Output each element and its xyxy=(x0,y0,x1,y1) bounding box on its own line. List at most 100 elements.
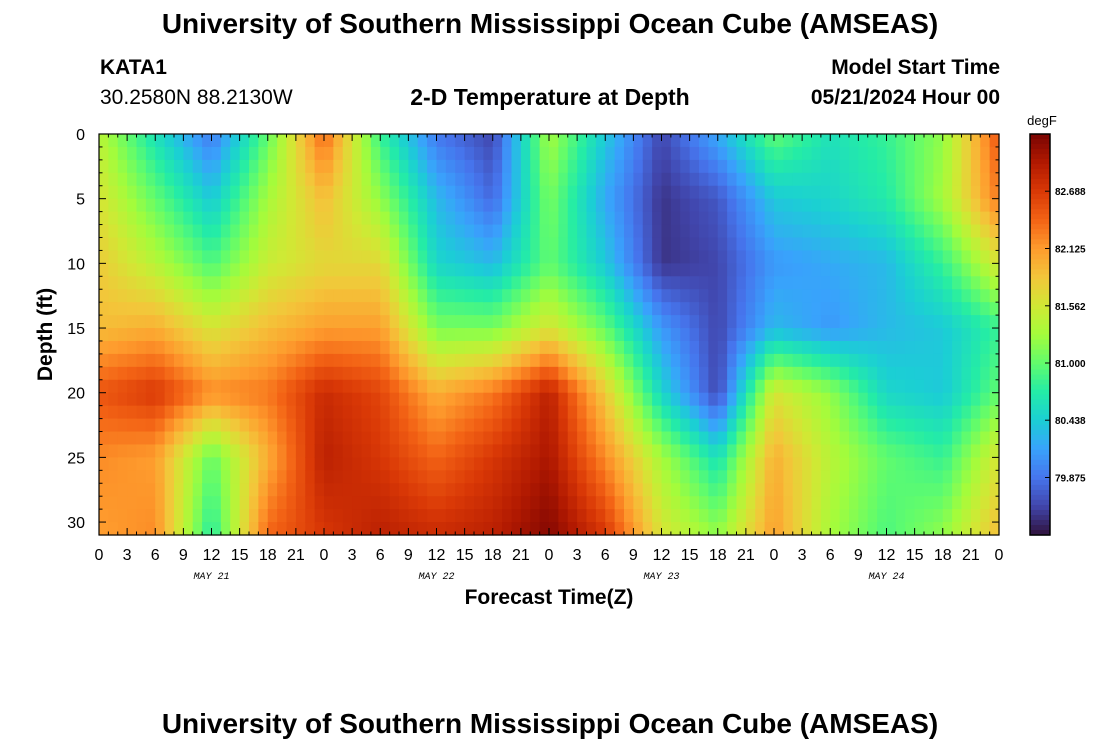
heatmap-cell xyxy=(783,496,794,510)
day-label: MAY 22 xyxy=(418,572,454,583)
heatmap-cell xyxy=(277,315,288,329)
heatmap-cell xyxy=(108,263,119,277)
heatmap-cell xyxy=(849,470,859,484)
heatmap-cell xyxy=(661,392,672,407)
heatmap-cell xyxy=(417,224,428,239)
heatmap-cell xyxy=(361,211,372,226)
heatmap-cell xyxy=(277,237,288,252)
heatmap-cell xyxy=(267,392,278,407)
heatmap-cell xyxy=(689,276,700,290)
heatmap-cell xyxy=(952,470,963,484)
heatmap-cell xyxy=(389,302,400,316)
heatmap-cell xyxy=(633,328,644,342)
heatmap-cell xyxy=(399,134,409,148)
heatmap-cell xyxy=(605,159,616,174)
heatmap-cell xyxy=(445,522,456,536)
heatmap-cell xyxy=(783,470,794,484)
heatmap-cell xyxy=(408,431,419,446)
heatmap-cell xyxy=(305,353,316,368)
heatmap-cell xyxy=(867,250,878,264)
heatmap-cell xyxy=(914,522,925,536)
heatmap-cell xyxy=(145,211,156,226)
heatmap-cell xyxy=(511,250,522,264)
heatmap-cell xyxy=(680,224,691,239)
heatmap-cell xyxy=(858,392,869,407)
heatmap-cell xyxy=(577,509,588,523)
heatmap-cell xyxy=(670,237,681,252)
heatmap-cell xyxy=(586,211,597,226)
heatmap-cell xyxy=(474,483,484,497)
heatmap-cell xyxy=(755,198,766,213)
heatmap-cell xyxy=(792,159,803,174)
heatmap-cell xyxy=(483,146,494,161)
heatmap-cell xyxy=(970,263,981,277)
heatmap-cell xyxy=(605,237,616,252)
heatmap-cell xyxy=(867,328,878,342)
heatmap-cell xyxy=(961,185,972,200)
heatmap-cell xyxy=(802,509,813,523)
heatmap-cell xyxy=(445,328,456,342)
heatmap-cell xyxy=(849,315,859,329)
heatmap-cell xyxy=(295,315,306,329)
colorbar-segment xyxy=(1030,414,1050,421)
heatmap-cell xyxy=(361,302,372,316)
heatmap-cell xyxy=(764,522,775,536)
x-tick-label: 9 xyxy=(854,547,863,564)
heatmap-cell xyxy=(277,276,288,290)
heatmap-cell xyxy=(820,211,831,226)
heatmap-cell xyxy=(258,392,269,407)
heatmap-cell xyxy=(661,263,672,277)
heatmap-cell xyxy=(399,431,409,446)
heatmap-cell xyxy=(886,159,897,174)
heatmap-cell xyxy=(502,379,513,394)
heatmap-cell xyxy=(952,418,963,433)
heatmap-cell xyxy=(708,315,719,329)
heatmap-cell xyxy=(642,159,653,174)
heatmap-cell xyxy=(924,263,934,277)
heatmap-cell xyxy=(389,198,400,213)
heatmap-cell xyxy=(586,457,597,471)
heatmap-cell xyxy=(370,444,381,458)
heatmap-cell xyxy=(99,470,109,484)
heatmap-cell xyxy=(595,366,606,381)
heatmap-cell xyxy=(511,431,522,446)
heatmap-cell xyxy=(417,418,428,433)
heatmap-cell xyxy=(511,470,522,484)
heatmap-cell xyxy=(117,198,128,213)
heatmap-cell xyxy=(727,172,738,187)
heatmap-cell xyxy=(530,159,541,174)
heatmap-cell xyxy=(980,353,991,368)
heatmap-cell xyxy=(549,405,559,420)
heatmap-cell xyxy=(877,159,888,174)
heatmap-cell xyxy=(820,224,831,239)
heatmap-cell xyxy=(436,237,447,252)
heatmap-cell xyxy=(924,405,934,420)
heatmap-cell xyxy=(314,146,325,161)
heatmap-cell xyxy=(492,392,503,407)
heatmap-cell xyxy=(99,237,109,252)
heatmap-cell xyxy=(942,237,953,252)
heatmap-cell xyxy=(389,444,400,458)
heatmap-cell xyxy=(942,353,953,368)
heatmap-cell xyxy=(333,185,344,200)
heatmap-cell xyxy=(399,483,409,497)
heatmap-cell xyxy=(530,315,541,329)
heatmap-cell xyxy=(820,379,831,394)
heatmap-cell xyxy=(239,392,250,407)
heatmap-cell xyxy=(970,379,981,394)
heatmap-cell xyxy=(174,289,184,303)
y-tick-label: 15 xyxy=(67,321,85,338)
heatmap-cell xyxy=(333,328,344,342)
heatmap-cell xyxy=(661,496,672,510)
y-tick-label: 25 xyxy=(67,450,85,467)
heatmap-cell xyxy=(295,457,306,471)
heatmap-cell xyxy=(924,289,934,303)
heatmap-cell xyxy=(174,134,184,148)
heatmap-cell xyxy=(230,444,241,458)
heatmap-cell xyxy=(670,431,681,446)
heatmap-cell xyxy=(108,172,119,187)
heatmap-cell xyxy=(961,444,972,458)
heatmap-cell xyxy=(230,146,241,161)
heatmap-cell xyxy=(558,405,569,420)
x-tick-label: 21 xyxy=(737,547,755,564)
